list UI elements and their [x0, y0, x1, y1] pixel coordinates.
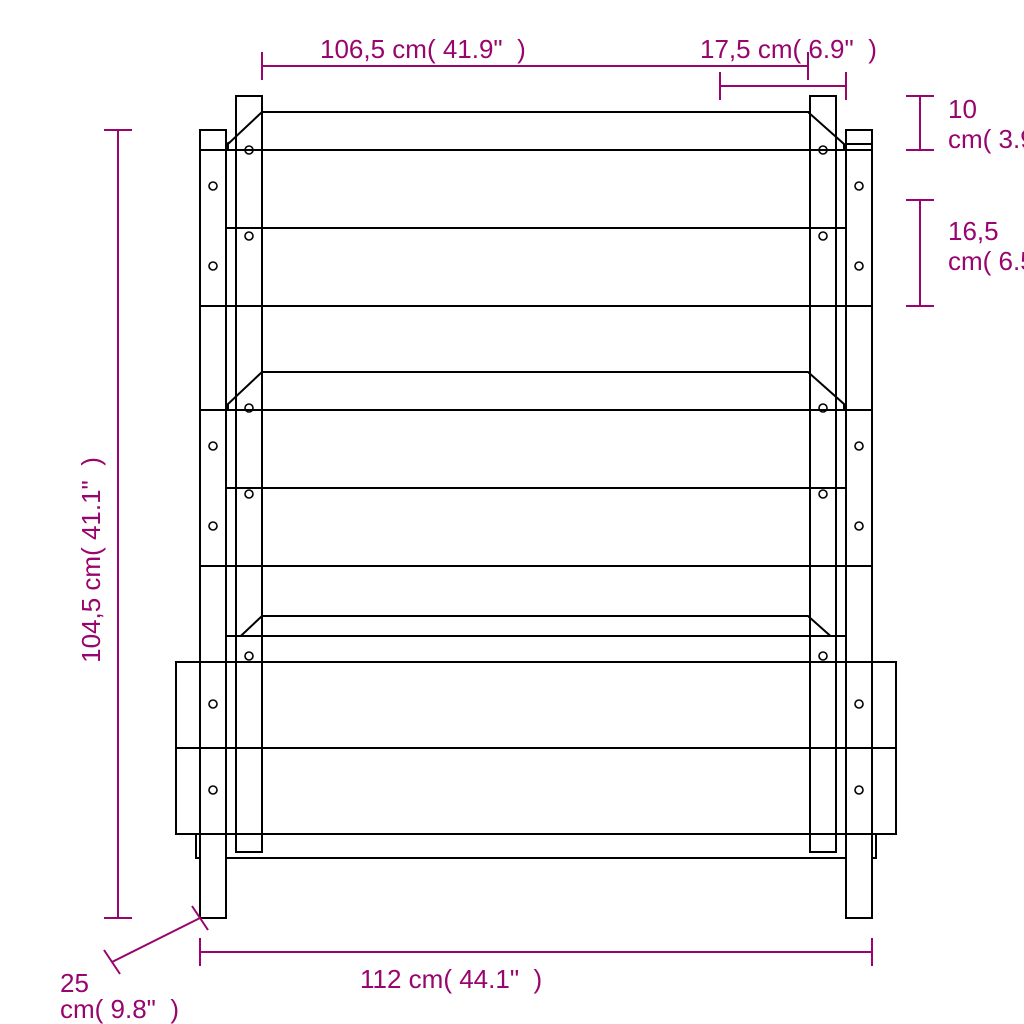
dim-label: 112 cm( 44.1" ) — [360, 964, 542, 994]
tier-1 — [200, 112, 872, 306]
dim-label-line2: cm( 9.8" ) — [60, 994, 179, 1024]
dim-label-line2: cm( 6.5" ) — [948, 246, 1024, 276]
dim-bottom-width: 112 cm( 44.1" ) — [200, 938, 872, 994]
dimensioned-product-diagram: 106,5 cm( 41.9" ) 17,5 cm( 6.9" ) 10 cm(… — [0, 0, 1024, 1024]
dim-label: 106,5 cm( 41.9" ) — [320, 34, 526, 64]
dim-right-top-offset: 10 cm( 3.9" ) — [906, 94, 1024, 154]
dim-right-gap: 16,5 cm( 6.5" ) — [906, 200, 1024, 306]
dim-label-line2: cm( 3.9" ) — [948, 124, 1024, 154]
dim-label-line1: 10 — [948, 94, 977, 124]
dim-label-line1: 16,5 — [948, 216, 999, 246]
dim-label: 17,5 cm( 6.9" ) — [700, 34, 877, 64]
tier-3 — [176, 616, 896, 918]
planter-drawing — [176, 96, 896, 918]
dim-bottom-depth: 25 cm( 9.8" ) — [60, 906, 208, 1024]
dim-label: 104,5 cm( 41.1" ) — [76, 457, 106, 663]
dim-left-height: 104,5 cm( 41.1" ) — [76, 130, 132, 918]
tier-2 — [200, 372, 872, 566]
